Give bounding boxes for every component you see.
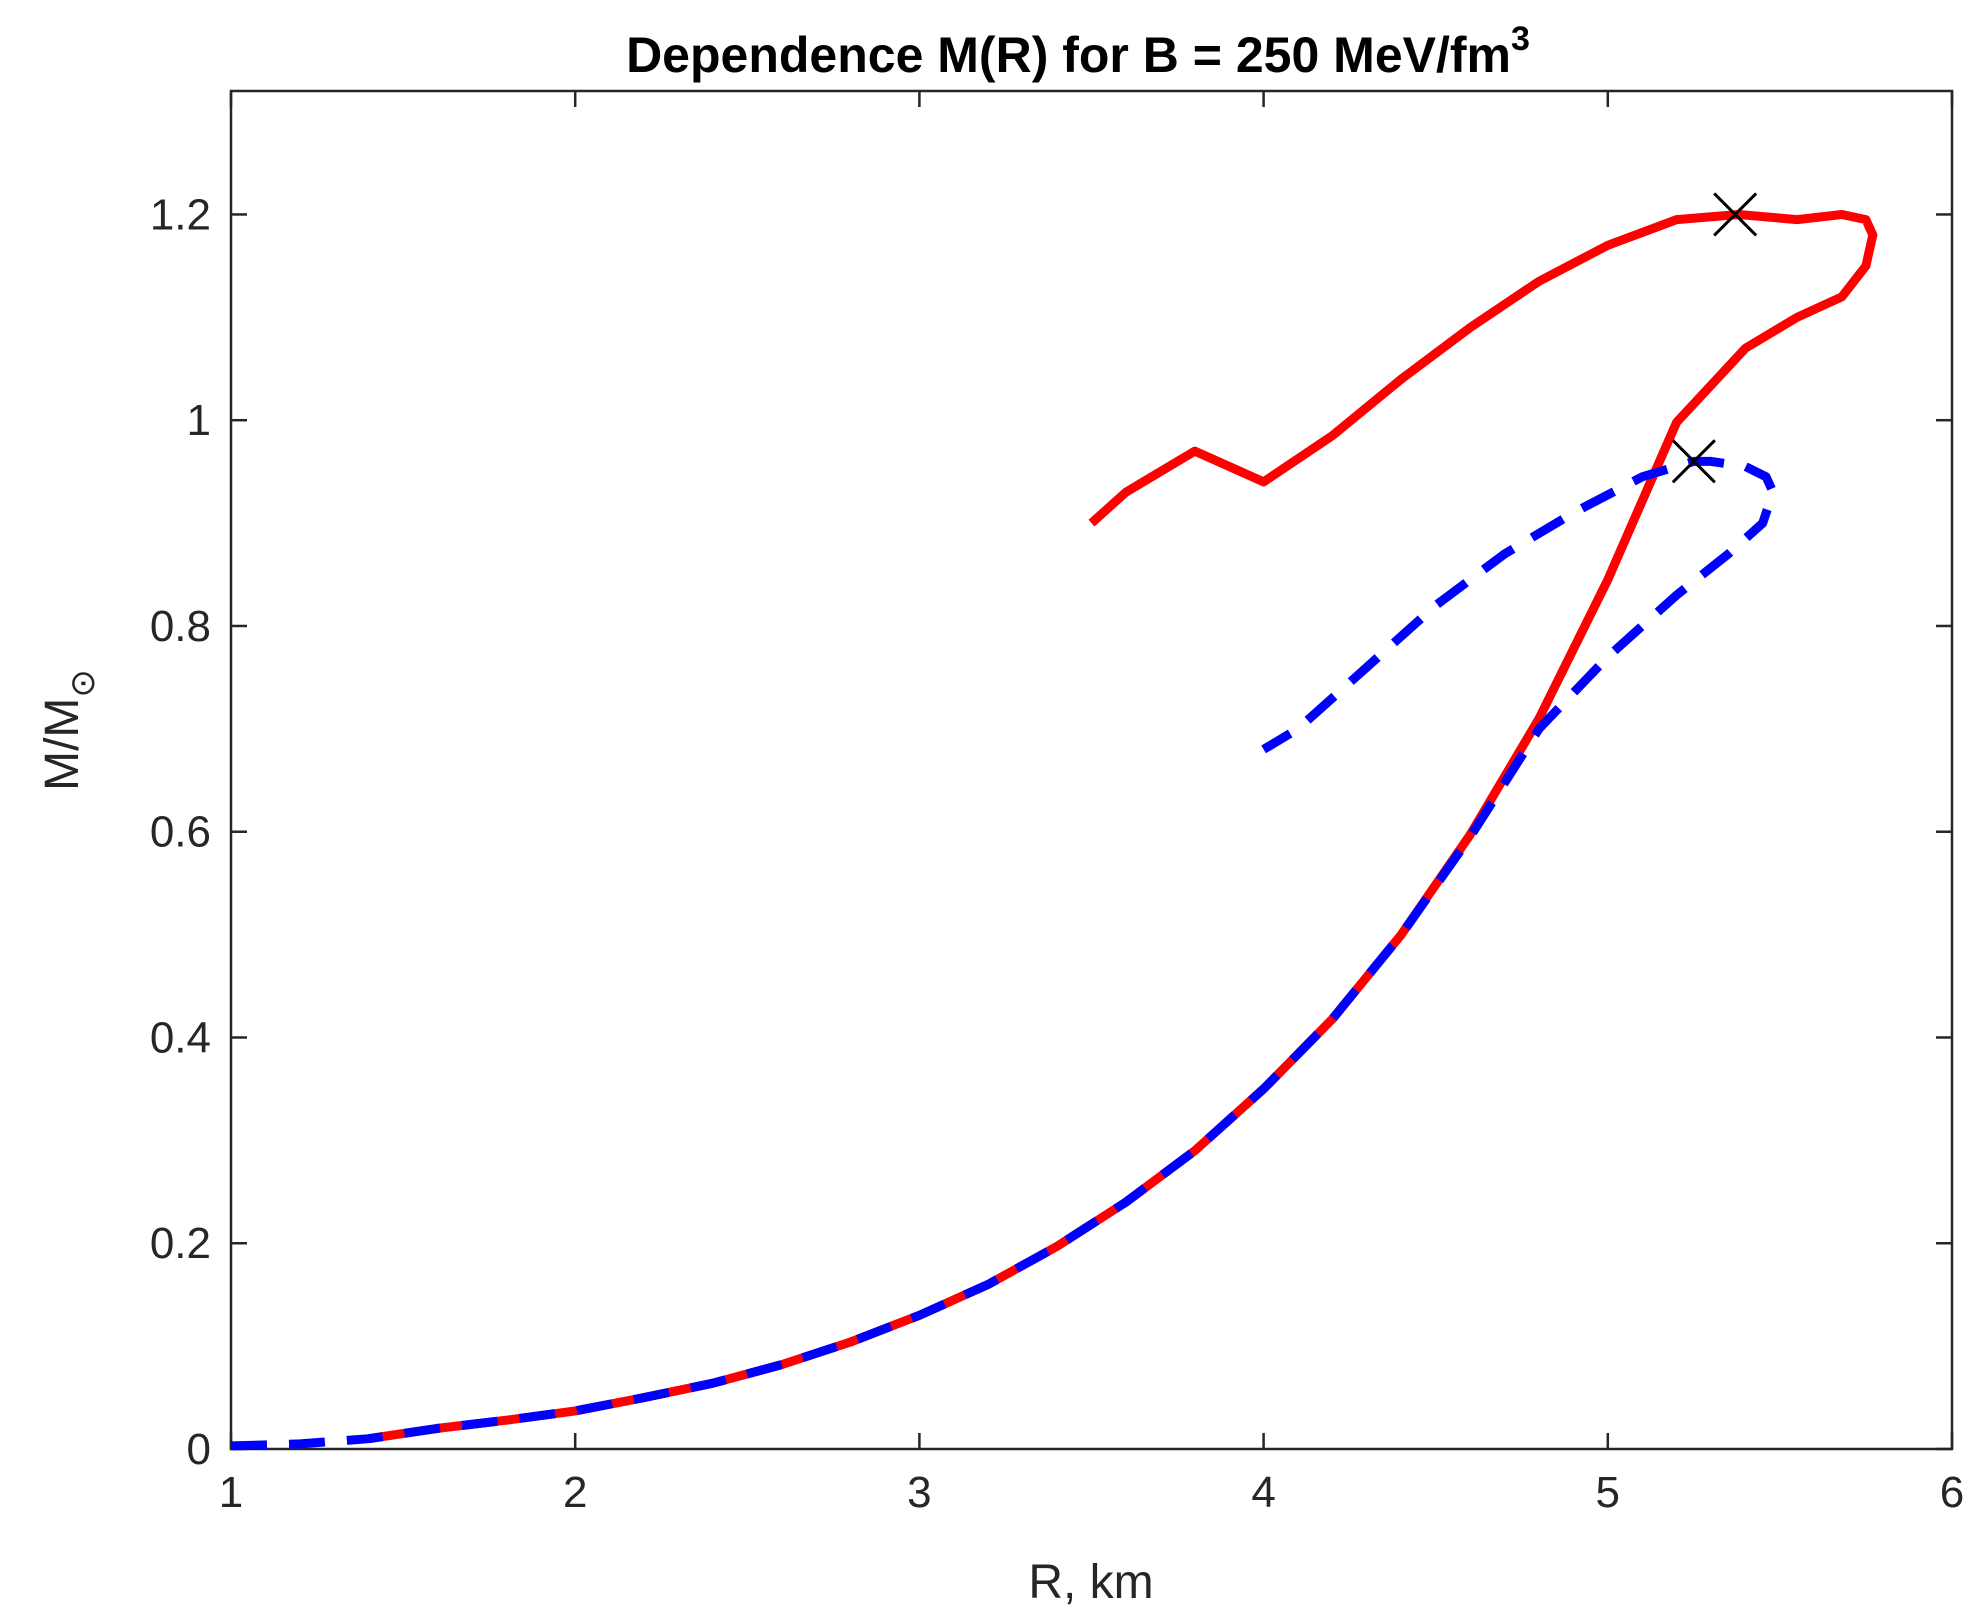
markers-layer (1671, 192, 1758, 484)
y-axis-label-subscript: ⊙ (64, 669, 102, 698)
y-tick-label: 0.4 (150, 1013, 211, 1062)
y-tick-label: 1 (187, 396, 211, 445)
y-tick-label: 0.8 (150, 602, 211, 651)
y-tick-label: 0.6 (150, 808, 211, 857)
y-axis-label-text: M/M (36, 698, 89, 791)
x-tick-label: 1 (219, 1468, 243, 1517)
series-layer (230, 210, 1878, 1451)
chart-title-text: Dependence M(R) for B = 250 MeV/fm (626, 27, 1511, 83)
marker-max-solid (1713, 192, 1758, 237)
y-axis-label: M/M⊙ (36, 669, 102, 791)
y-tick-label: 0.2 (150, 1219, 211, 1268)
y-tick-label: 0 (187, 1425, 211, 1474)
x-tick-label: 6 (1940, 1468, 1964, 1517)
x-tick-label: 3 (907, 1468, 931, 1517)
x-tick-label: 2 (563, 1468, 587, 1517)
marker-max-dashed (1671, 439, 1716, 484)
chart-title-superscript: 3 (1511, 20, 1530, 58)
x-tick-label: 4 (1251, 1468, 1275, 1517)
marker-stroke (1671, 439, 1716, 484)
chart-title: Dependence M(R) for B = 250 MeV/fm3 (626, 20, 1530, 83)
marker-stroke (1713, 192, 1758, 237)
ticks-layer: 1 2 3 4 5 6 0 0.2 0.4 0.6 0.8 1 1.2 (150, 91, 1964, 1517)
x-tick-label: 5 (1596, 1468, 1620, 1517)
plot-area (229, 89, 1954, 1451)
x-axis-label: R, km (1028, 1556, 1153, 1609)
y-tick-label: 1.2 (150, 190, 211, 239)
